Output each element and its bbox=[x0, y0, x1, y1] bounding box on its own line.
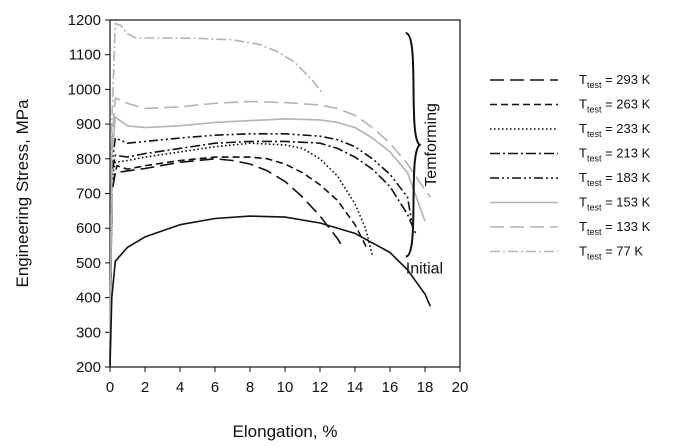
series-line bbox=[109, 22, 325, 368]
temforming-brace bbox=[405, 32, 422, 258]
series-line bbox=[109, 156, 369, 368]
y-tick-label: 500 bbox=[76, 255, 101, 272]
initial-label: Initial bbox=[406, 260, 443, 277]
legend-item: Ttest = 233 K bbox=[490, 121, 651, 139]
temforming-label: Temforming bbox=[423, 103, 440, 187]
legend-label: Ttest = 77 K bbox=[579, 244, 643, 262]
series-line bbox=[109, 140, 418, 368]
x-tick-label: 20 bbox=[452, 379, 469, 396]
legend-item: Ttest = 263 K bbox=[490, 97, 651, 115]
y-tick-label: 700 bbox=[76, 186, 101, 203]
plot-frame bbox=[109, 19, 461, 368]
legend-item: Ttest = 153 K bbox=[490, 195, 651, 213]
legend-label: Ttest = 183 K bbox=[579, 170, 651, 188]
x-axis-title: Elongation, % bbox=[233, 422, 338, 441]
y-tick-label: 1100 bbox=[69, 47, 101, 64]
y-tick-label: 1200 bbox=[68, 12, 101, 29]
y-tick-label: 1000 bbox=[68, 81, 101, 98]
legend: Ttest = 293 K Ttest = 263 K Ttest = 233 K T… bbox=[490, 72, 651, 262]
x-tick-label: 16 bbox=[382, 379, 399, 396]
x-tick-label: 2 bbox=[141, 379, 149, 396]
series-line bbox=[109, 215, 432, 368]
annotations: Initial Temforming bbox=[405, 32, 443, 277]
legend-item: Ttest = 183 K bbox=[490, 170, 651, 188]
series-line bbox=[109, 97, 431, 368]
legend-label: Ttest = 153 K bbox=[579, 195, 651, 213]
x-tick-label: 12 bbox=[312, 379, 329, 396]
x-tick-label: 14 bbox=[347, 379, 364, 396]
legend-label: Ttest = 263 K bbox=[579, 97, 651, 115]
x-tick-label: 8 bbox=[246, 379, 254, 396]
legend-label: Ttest = 133 K bbox=[579, 219, 651, 237]
axes: 0 2 4 6 8 10 12 14 16 18 20 200 300 400 500 600 700 800 90… bbox=[68, 12, 469, 396]
x-tick-label: 10 bbox=[277, 379, 294, 396]
series-line bbox=[109, 158, 344, 368]
x-tick-label: 4 bbox=[176, 379, 184, 396]
x-tick-label: 6 bbox=[211, 379, 219, 396]
series-lines bbox=[109, 22, 432, 368]
legend-item: Ttest = 293 K bbox=[490, 72, 651, 90]
legend-label: Ttest = 213 K bbox=[579, 146, 651, 164]
y-axis-title: Engineering Stress, MPa bbox=[13, 99, 32, 288]
legend-item: Ttest = 77 K bbox=[490, 244, 643, 262]
legend-label: Ttest = 293 K bbox=[579, 72, 651, 90]
y-tick-label: 300 bbox=[76, 324, 101, 341]
series-line bbox=[109, 116, 426, 368]
legend-label: Ttest = 233 K bbox=[579, 121, 651, 139]
x-tick-label: 0 bbox=[106, 379, 114, 396]
y-tick-label: 400 bbox=[76, 290, 101, 307]
legend-item: Ttest = 213 K bbox=[490, 146, 651, 164]
series-line bbox=[109, 142, 374, 368]
legend-item: Ttest = 133 K bbox=[490, 219, 651, 237]
y-tick-label: 600 bbox=[76, 220, 101, 237]
series-line bbox=[109, 133, 414, 368]
y-tick-label: 200 bbox=[76, 359, 101, 376]
y-tick-label: 800 bbox=[76, 151, 101, 168]
y-tick-label: 900 bbox=[76, 116, 101, 133]
x-tick-label: 18 bbox=[417, 379, 434, 396]
